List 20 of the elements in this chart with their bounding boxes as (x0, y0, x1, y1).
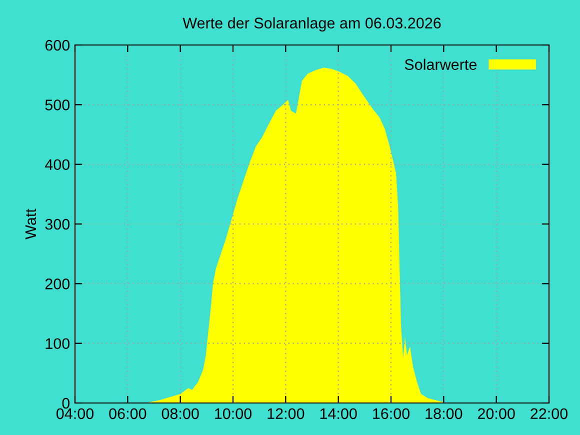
x-tick-label: 14:00 (320, 408, 357, 420)
legend-label: Solarwerte (404, 58, 477, 70)
x-tick-label: 04:00 (56, 408, 94, 420)
y-tick-label: 200 (45, 278, 70, 290)
x-tick-label: 12:00 (268, 408, 304, 420)
y-tick-label: 0 (62, 398, 70, 409)
x-tick-label: 18:00 (426, 408, 462, 420)
y-axis-title: Watt (25, 208, 36, 240)
y-tick-label: 500 (45, 100, 70, 110)
y-tick-label: 400 (45, 159, 70, 170)
chart-title: Werte der Solaranlage am 06.03.2026 (182, 17, 441, 32)
x-tick-label: 10:00 (215, 408, 252, 420)
x-tick-label: 16:00 (373, 408, 410, 420)
x-tick-label: 08:00 (162, 408, 199, 420)
x-tick-label: 20:00 (478, 408, 515, 420)
y-tick-label: 600 (45, 40, 70, 51)
y-tick-label: 100 (46, 338, 70, 350)
x-tick-label: 06:00 (109, 408, 146, 420)
y-tick-label: 300 (45, 218, 70, 230)
x-tick-label: 22:00 (530, 408, 568, 420)
